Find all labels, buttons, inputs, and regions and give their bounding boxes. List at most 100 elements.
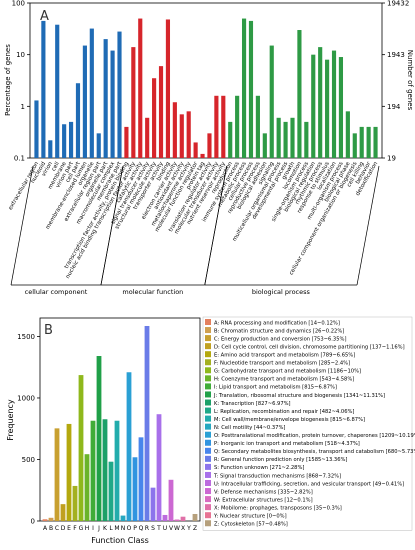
panel-b-bars xyxy=(42,325,198,521)
bar-28 xyxy=(221,95,226,158)
x-tick-label: R xyxy=(145,525,149,532)
bar-E xyxy=(66,423,72,521)
bar-F xyxy=(72,485,78,521)
panel-b-plot-area xyxy=(39,317,201,522)
x-tick-label: S xyxy=(151,525,155,532)
x-tick-label: T xyxy=(156,525,161,532)
bar-Q xyxy=(138,437,144,521)
x-tick-label: M xyxy=(114,525,119,532)
x-tick-label: K xyxy=(103,525,108,532)
bar-N xyxy=(120,515,126,521)
legend-swatch xyxy=(205,447,211,454)
group-label: biological process xyxy=(252,288,311,296)
bar-J xyxy=(96,356,102,521)
bar-34 xyxy=(262,133,267,158)
bar-15 xyxy=(131,47,136,159)
bar-24 xyxy=(193,142,198,158)
bar-7 xyxy=(75,83,81,158)
y-right-tick-label: 1943 xyxy=(387,51,405,59)
legend-swatch xyxy=(205,431,211,438)
legend-swatch xyxy=(205,471,211,478)
bar-13 xyxy=(117,31,122,159)
bar-O xyxy=(126,372,132,521)
y-tick-label: 100 xyxy=(12,0,25,8)
bar-30 xyxy=(235,95,240,158)
legend-entry: Z: Cytoskeleton [57~0.48%] xyxy=(214,522,288,528)
bar-B xyxy=(48,517,54,521)
panel-b-chart: B Frequency Function Class 050010001500 … xyxy=(6,316,415,545)
bar-4 xyxy=(55,24,60,158)
panel-a-chart: A Percentage of genes Number of genes 0.… xyxy=(4,0,414,296)
bar-W xyxy=(174,519,180,521)
x-tick-label: I xyxy=(92,525,94,532)
bar-9 xyxy=(89,28,94,159)
bar-5 xyxy=(62,124,67,158)
legend-swatch xyxy=(205,327,211,334)
bar-H xyxy=(84,454,90,521)
bar-32 xyxy=(248,20,254,158)
legend-swatch xyxy=(205,439,211,446)
bar-18 xyxy=(152,78,157,158)
legend-swatch xyxy=(205,407,211,414)
x-tick-label: F xyxy=(73,525,77,532)
bar-A xyxy=(42,519,48,521)
x-tick-label: O xyxy=(127,525,132,532)
legend-swatch xyxy=(205,512,211,519)
legend-entry: E: Amino acid transport and metabolism [… xyxy=(214,353,355,359)
panel-a-x-tick-labels: extracellular regionnucleoidvirioncellme… xyxy=(8,160,380,280)
bar-47 xyxy=(352,133,357,158)
bar-T xyxy=(156,414,162,521)
panel-a-ylabel: Percentage of genes xyxy=(4,44,12,116)
bar-48 xyxy=(359,126,364,158)
bar-21 xyxy=(172,102,177,158)
legend-swatch xyxy=(205,488,211,495)
y-tick-label: 1000 xyxy=(17,394,35,402)
panel-b-label: B xyxy=(44,323,53,338)
legend-swatch xyxy=(205,391,211,398)
x-tick-label: Q xyxy=(139,525,144,532)
y-right-tick-label: 19432 xyxy=(387,0,409,8)
bar-C xyxy=(54,428,60,521)
legend-entry: Q: Secondary metabolites biosynthesis, t… xyxy=(214,449,415,455)
x-tick-label: W xyxy=(174,525,180,532)
legend-entry: D: Cell cycle control, cell division, ch… xyxy=(214,344,405,350)
bar-37 xyxy=(283,121,288,158)
legend-swatch xyxy=(205,423,211,430)
legend-entry: H: Coenzyme transport and metabolism [54… xyxy=(214,377,354,383)
y-right-tick-label: 194 xyxy=(387,103,401,111)
bar-50 xyxy=(373,126,378,158)
legend-swatch xyxy=(205,367,211,374)
legend-entry: X: Mobilome: prophages, transposons [35~… xyxy=(214,505,342,511)
legend-swatch xyxy=(205,463,211,470)
panel-b-ylabel: Frequency xyxy=(6,399,15,441)
legend-entry: P: Inorganic ion transport and metabolis… xyxy=(214,441,360,447)
x-tick-label: Y xyxy=(186,525,191,532)
legend-entry: J: Translation, ribosomal structure and … xyxy=(213,393,385,399)
x-tick-label: H xyxy=(85,525,90,532)
x-tick-label: L xyxy=(109,525,113,532)
x-tick-label: cell xyxy=(51,161,61,173)
bar-K xyxy=(102,419,108,521)
panel-a-plot-area xyxy=(29,2,383,159)
bar-V xyxy=(168,479,174,521)
legend-swatch xyxy=(205,480,211,486)
panel-b-xlabel: Function Class xyxy=(91,536,149,545)
bar-X xyxy=(180,516,186,521)
bar-R xyxy=(144,325,150,521)
group-bracket-right xyxy=(356,165,380,286)
bar-46 xyxy=(345,111,350,158)
bar-11 xyxy=(103,39,108,158)
x-tick-label: C xyxy=(55,525,59,532)
bar-33 xyxy=(255,95,260,158)
legend-entry: O: Posttranslational modification, prote… xyxy=(214,433,415,439)
bar-I xyxy=(90,420,96,521)
bar-35 xyxy=(269,45,274,158)
legend-entry: Y: Nuclear structure [0~0%] xyxy=(213,514,287,520)
legend-entry: K: Transcription [827~6.97%] xyxy=(214,401,291,407)
bar-8 xyxy=(82,45,87,158)
legend-swatch xyxy=(205,496,211,503)
bar-38 xyxy=(290,117,295,158)
bar-49 xyxy=(366,126,371,158)
